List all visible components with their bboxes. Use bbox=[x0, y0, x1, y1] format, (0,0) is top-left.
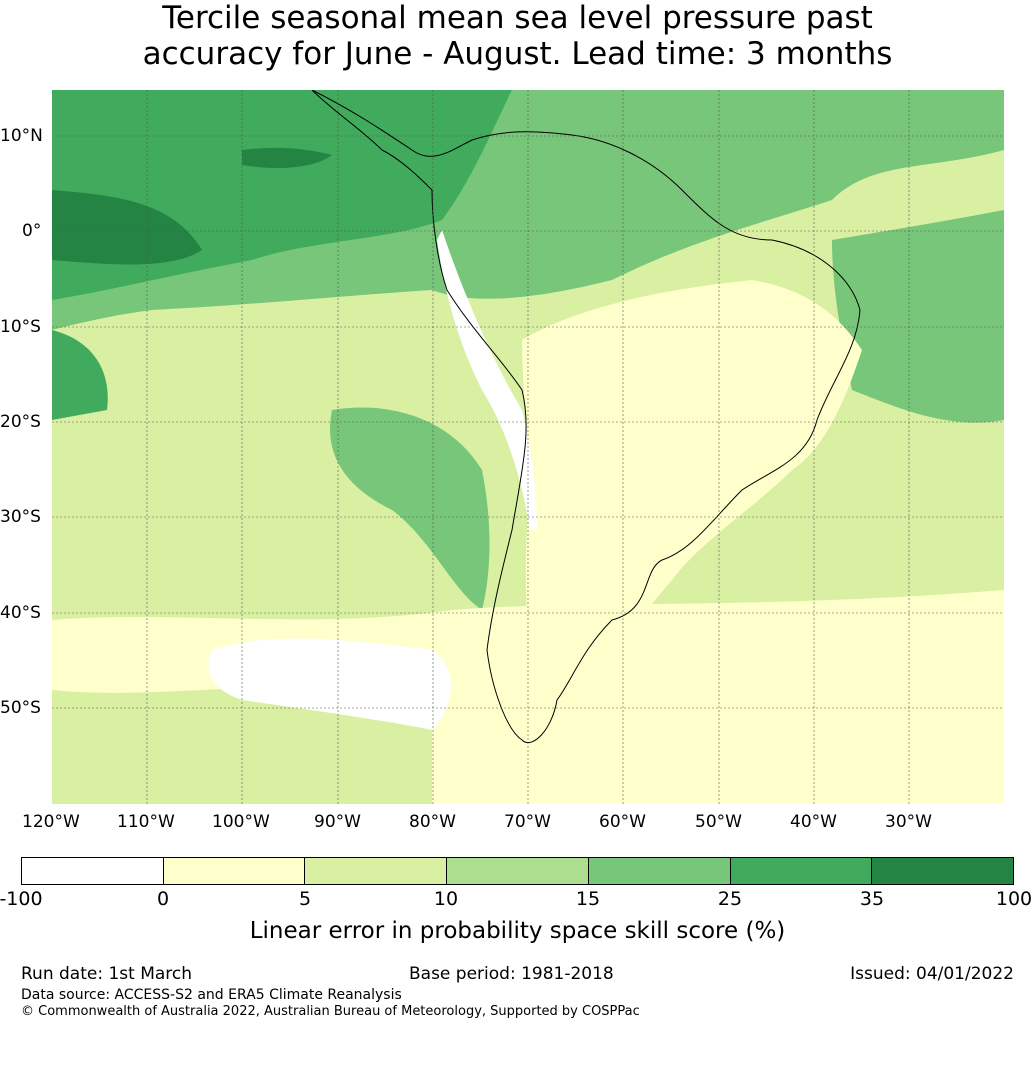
colorbar-tick: 100 bbox=[995, 888, 1033, 910]
colorbar-label: Linear error in probability space skill … bbox=[249, 918, 786, 944]
colorbar-segment-6 bbox=[872, 858, 1014, 884]
lat-label-50s: 50°S bbox=[0, 698, 41, 718]
colorbar-tick: 35 bbox=[859, 888, 885, 910]
lat-label-40s: 40°S bbox=[0, 603, 41, 623]
skill-region-35-100 bbox=[52, 190, 202, 265]
lat-label-10n: 10°N bbox=[0, 126, 43, 146]
lon-label-30w: 30°W bbox=[885, 812, 932, 832]
lon-label-120w: 120°W bbox=[22, 812, 80, 832]
title-line-2: accuracy for June - August. Lead time: 3… bbox=[142, 36, 893, 72]
colorbar-tick: 5 bbox=[298, 888, 312, 910]
lat-label-30s: 30°S bbox=[0, 507, 41, 527]
colorbar-segment-5 bbox=[730, 858, 873, 884]
lon-label-60w: 60°W bbox=[599, 812, 646, 832]
colorbar-tick: -100 bbox=[0, 888, 43, 910]
lon-label-100w: 100°W bbox=[212, 812, 270, 832]
issued-date: Issued: 04/01/2022 bbox=[850, 964, 1014, 984]
copyright: © Commonwealth of Australia 2022, Austra… bbox=[21, 1004, 640, 1019]
skill-region-15-25-e bbox=[832, 210, 1004, 423]
skill-region-35-100-b bbox=[242, 147, 332, 168]
colorbar-segment-3 bbox=[447, 858, 589, 884]
skill-region-negative bbox=[208, 638, 451, 730]
skill-region-25-35-c bbox=[52, 330, 108, 420]
lon-label-110w: 110°W bbox=[117, 812, 175, 832]
lat-label-10s: 10°S bbox=[0, 317, 41, 337]
graticule bbox=[52, 90, 1004, 804]
base-period: Base period: 1981-2018 bbox=[409, 964, 614, 984]
andes-strip bbox=[437, 230, 537, 530]
run-date: Run date: 1st March bbox=[21, 964, 193, 984]
colorbar-segment-4 bbox=[588, 858, 731, 884]
title-line-1: Tercile seasonal mean sea level pressure… bbox=[162, 0, 873, 36]
lon-label-80w: 80°W bbox=[409, 812, 456, 832]
skill-region-15-25-d bbox=[330, 407, 490, 610]
colorbar bbox=[21, 857, 1014, 885]
colorbar-tick: 0 bbox=[156, 888, 170, 910]
map-title: Tercile seasonal mean sea level pressure… bbox=[0, 0, 1035, 72]
lat-label-20s: 20°S bbox=[0, 412, 41, 432]
data-source: Data source: ACCESS-S2 and ERA5 Climate … bbox=[21, 987, 402, 1003]
lon-label-40w: 40°W bbox=[790, 812, 837, 832]
skill-map[interactable] bbox=[52, 90, 1004, 804]
lat-label-0: 0° bbox=[22, 221, 42, 241]
colorbar-segment-1 bbox=[163, 858, 306, 884]
colorbar-ticks: -100 0 5 10 15 25 35 100 bbox=[0, 888, 1035, 910]
colorbar-segment-2 bbox=[305, 858, 448, 884]
colorbar-tick: 15 bbox=[575, 888, 601, 910]
lon-label-50w: 50°W bbox=[695, 812, 742, 832]
colorbar-segment-0 bbox=[22, 858, 164, 884]
colorbar-tick: 25 bbox=[717, 888, 743, 910]
lon-label-70w: 70°W bbox=[504, 812, 551, 832]
colorbar-tick: 10 bbox=[433, 888, 459, 910]
coastline bbox=[311, 90, 861, 743]
lon-label-90w: 90°W bbox=[314, 812, 361, 832]
